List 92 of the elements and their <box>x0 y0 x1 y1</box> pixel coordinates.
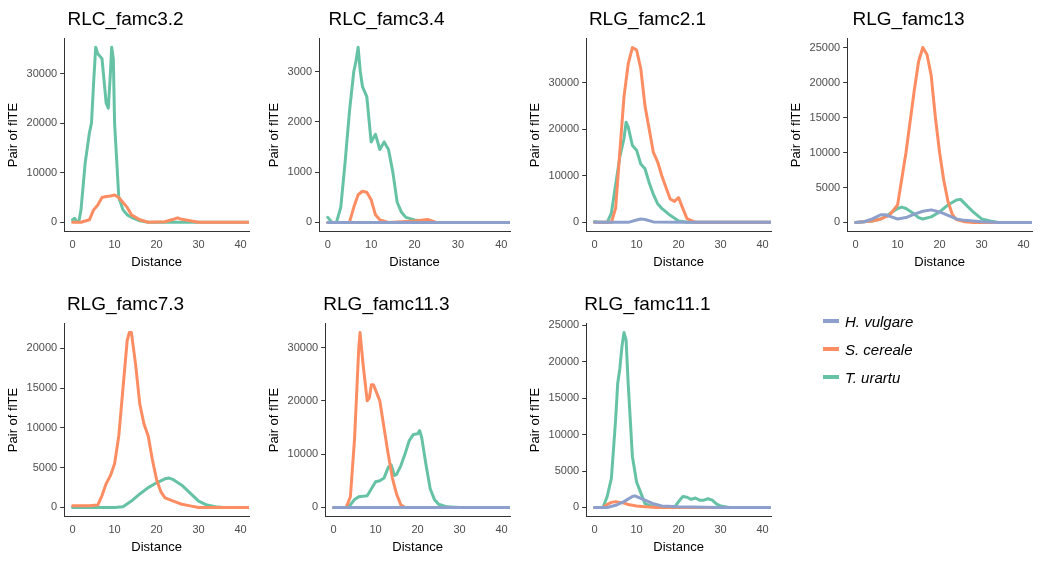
x-axis-title: Distance <box>389 253 440 269</box>
y-tick-label: 20000 <box>548 354 580 367</box>
y-tick-label: 25000 <box>809 40 841 53</box>
x-tick-label: 40 <box>1017 237 1030 250</box>
x-tick-label: 20 <box>150 522 163 535</box>
legend-label: T. urartu <box>845 368 901 386</box>
y-tick-label: 0 <box>51 215 58 228</box>
x-tick-label: 40 <box>756 522 769 535</box>
y-tick-label: 10000 <box>287 447 319 460</box>
y-axis-title: Pair of flTE <box>527 387 543 453</box>
y-tick-label: 15000 <box>26 381 58 394</box>
y-tick-label: 0 <box>51 500 58 513</box>
chart-title: RLG_famc13 <box>852 7 965 30</box>
y-axis-title: Pair of flTE <box>266 387 282 453</box>
x-tick-label: 10 <box>369 522 382 535</box>
x-tick-label: 10 <box>108 237 121 250</box>
x-axis-title: Distance <box>131 538 182 554</box>
y-axis-title: Pair of flTE <box>266 102 282 168</box>
x-tick-label: 40 <box>234 237 247 250</box>
y-axis-title: Pair of flTE <box>788 102 804 168</box>
y-tick-label: 10000 <box>548 168 580 181</box>
x-axis-title: Distance <box>392 538 443 554</box>
x-tick-label: 20 <box>933 237 946 250</box>
x-axis-title: Distance <box>914 253 965 269</box>
y-tick-label: 30000 <box>548 75 580 88</box>
legend-label: S. cereale <box>845 340 913 358</box>
x-tick-label: 30 <box>714 237 727 250</box>
chart-title: RLC_famc3.4 <box>328 7 446 30</box>
y-tick-label: 20000 <box>287 393 319 406</box>
y-tick-label: 0 <box>312 500 319 513</box>
x-tick-label: 0 <box>330 522 337 535</box>
x-tick-label: 0 <box>852 237 859 250</box>
x-tick-label: 0 <box>69 522 76 535</box>
chart-title: RLC_famc3.2 <box>67 7 184 30</box>
x-tick-label: 30 <box>453 522 466 535</box>
x-tick-label: 0 <box>591 237 598 250</box>
x-tick-label: 0 <box>69 237 76 250</box>
y-tick-label: 5000 <box>32 460 58 473</box>
x-tick-label: 30 <box>192 237 205 250</box>
legend-label: H. vulgare <box>845 312 914 330</box>
chart-title: RLG_famc7.3 <box>66 292 185 315</box>
x-tick-label: 10 <box>108 522 121 535</box>
y-tick-label: 30000 <box>287 340 319 353</box>
x-axis-title: Distance <box>653 253 704 269</box>
x-tick-label: 40 <box>234 522 247 535</box>
y-tick-label: 3000 <box>287 64 313 77</box>
x-tick-label: 40 <box>756 237 769 250</box>
x-tick-label: 40 <box>495 237 508 250</box>
x-tick-label: 0 <box>591 522 598 535</box>
y-tick-label: 0 <box>834 215 841 228</box>
y-axis-title: Pair of flTE <box>5 102 21 168</box>
y-tick-label: 20000 <box>26 341 58 354</box>
x-tick-label: 10 <box>630 522 643 535</box>
y-tick-label: 15000 <box>548 391 580 404</box>
chart-title: RLG_famc11.3 <box>323 292 450 315</box>
y-tick-label: 30000 <box>26 66 58 79</box>
y-tick-label: 20000 <box>26 116 58 129</box>
y-tick-label: 0 <box>573 215 580 228</box>
y-axis-title: Pair of flTE <box>5 387 21 453</box>
y-tick-label: 10000 <box>26 420 58 433</box>
x-tick-label: 0 <box>324 237 331 250</box>
y-tick-label: 20000 <box>548 122 580 135</box>
x-tick-label: 30 <box>975 237 988 250</box>
x-tick-label: 20 <box>150 237 163 250</box>
y-tick-label: 25000 <box>548 318 580 331</box>
x-tick-label: 20 <box>411 522 424 535</box>
y-tick-label: 0 <box>305 215 313 228</box>
y-tick-label: 15000 <box>809 110 841 123</box>
x-tick-label: 10 <box>365 237 378 250</box>
y-tick-label: 10000 <box>809 145 841 158</box>
y-tick-label: 5000 <box>554 464 580 477</box>
x-tick-label: 20 <box>408 237 421 250</box>
y-tick-label: 10000 <box>548 427 580 440</box>
y-tick-label: 1000 <box>287 165 313 178</box>
y-tick-label: 20000 <box>809 75 841 88</box>
x-tick-label: 30 <box>451 237 465 250</box>
x-tick-label: 30 <box>714 522 727 535</box>
x-axis-title: Distance <box>131 253 182 269</box>
x-tick-label: 30 <box>192 522 205 535</box>
y-tick-label: 10000 <box>26 165 58 178</box>
y-tick-label: 5000 <box>815 180 841 193</box>
y-tick-label: 0 <box>573 500 580 513</box>
x-tick-label: 20 <box>672 522 685 535</box>
x-tick-label: 10 <box>630 237 643 250</box>
x-axis-title: Distance <box>653 538 704 554</box>
y-tick-label: 2000 <box>287 114 313 127</box>
y-axis-title: Pair of flTE <box>527 102 543 168</box>
chart-title: RLG_famc2.1 <box>588 7 707 30</box>
x-tick-label: 40 <box>495 522 508 535</box>
chart-title: RLG_famc11.1 <box>584 292 711 315</box>
x-tick-label: 20 <box>672 237 685 250</box>
x-tick-label: 10 <box>891 237 904 250</box>
